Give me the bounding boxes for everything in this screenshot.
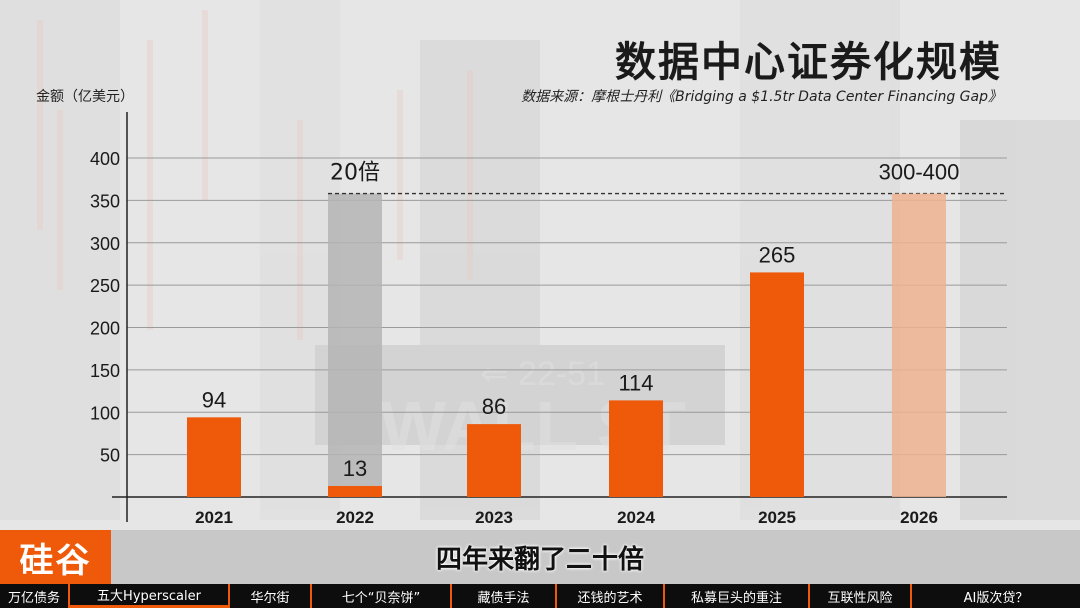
svg-text:⇐ 22-51: ⇐ 22-51 bbox=[480, 355, 605, 393]
bar bbox=[609, 400, 663, 497]
data-label: 86 bbox=[482, 394, 506, 419]
chapter-nav: 万亿债务 五大Hyperscaler 华尔街 七个“贝奈饼” 藏债手法 还钱的艺术 私募巨头… bbox=[0, 584, 1080, 608]
x-tick-label: 2023 bbox=[475, 508, 513, 527]
data-label: 265 bbox=[759, 242, 796, 267]
bar bbox=[750, 272, 804, 497]
data-label: 13 bbox=[343, 456, 367, 481]
subtitle-bar bbox=[0, 530, 1080, 584]
nav-item[interactable]: 七个“贝奈饼” bbox=[312, 584, 452, 608]
nav-item[interactable]: 互联性风险 bbox=[810, 584, 912, 608]
y-tick-label: 150 bbox=[90, 361, 120, 381]
y-tick-label: 100 bbox=[90, 403, 120, 423]
y-tick-label: 50 bbox=[100, 446, 120, 466]
nav-item[interactable]: 还钱的艺术 bbox=[557, 584, 665, 608]
y-tick-label: 350 bbox=[90, 191, 120, 211]
data-label: 300-400 bbox=[879, 160, 960, 185]
bar bbox=[187, 417, 241, 497]
x-tick-label: 2025 bbox=[758, 508, 796, 527]
data-label: 114 bbox=[618, 370, 653, 395]
bar bbox=[892, 193, 946, 497]
reference-bar bbox=[328, 193, 382, 497]
source-note: 数据来源：摩根士丹利《Bridging a $1.5tr Data Center… bbox=[521, 89, 1002, 105]
y-tick-label: 250 bbox=[90, 276, 120, 296]
subtitle-caption: 四年来翻了二十倍 bbox=[435, 544, 644, 575]
chart-title: 数据中心证券化规模 bbox=[615, 38, 1002, 86]
y-axis-label: 金额（亿美元） bbox=[36, 89, 134, 105]
nav-item[interactable]: AI版次贷？ bbox=[963, 590, 1029, 606]
x-tick-label: 2021 bbox=[195, 508, 233, 527]
brand-logo: 硅谷 bbox=[0, 530, 111, 584]
x-tick-label: 2026 bbox=[900, 508, 938, 527]
bar bbox=[328, 485, 382, 497]
y-tick-label: 200 bbox=[90, 319, 120, 339]
y-tick-label: 300 bbox=[90, 234, 120, 254]
growth-annotation: 20倍 bbox=[330, 161, 380, 186]
nav-item[interactable]: 万亿债务 bbox=[0, 584, 70, 608]
nav-item[interactable]: 华尔街 bbox=[230, 584, 312, 608]
x-tick-label: 2022 bbox=[336, 508, 374, 527]
x-tick-label: 2024 bbox=[617, 508, 655, 527]
nav-item[interactable]: 五大Hyperscaler bbox=[70, 584, 230, 608]
y-tick-label: 400 bbox=[90, 149, 120, 169]
nav-item[interactable]: 藏债手法 bbox=[452, 584, 557, 608]
bar bbox=[467, 424, 521, 497]
nav-item[interactable]: 私募巨头的重注 bbox=[665, 584, 810, 608]
data-label: 94 bbox=[202, 387, 226, 412]
